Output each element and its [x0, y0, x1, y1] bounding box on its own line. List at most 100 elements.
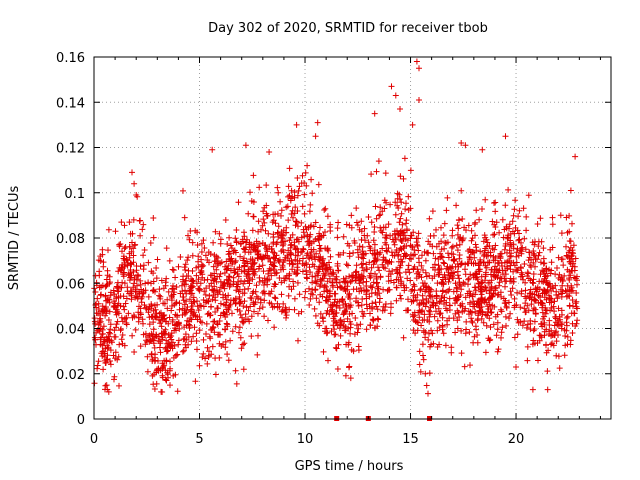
data-point: [487, 336, 494, 343]
data-point: [458, 140, 465, 146]
data-point: [429, 299, 436, 306]
data-point: [570, 242, 577, 249]
data-point: [346, 273, 353, 280]
data-point: [440, 259, 447, 266]
data-point: [563, 288, 570, 295]
data-point: [319, 293, 326, 300]
data-point: [439, 274, 446, 281]
data-point: [440, 330, 447, 337]
data-point: [368, 219, 375, 226]
data-point: [433, 226, 439, 233]
data-point: [563, 293, 570, 300]
data-point: [286, 237, 293, 244]
data-point: [368, 290, 375, 297]
data-point: [234, 306, 241, 313]
data-point: [421, 329, 427, 336]
data-point: [482, 196, 489, 203]
data-point: [402, 206, 409, 213]
data-point: [298, 308, 305, 315]
data-point: [275, 189, 282, 196]
data-point: [472, 284, 479, 291]
data-point: [276, 303, 283, 310]
data-point: [173, 327, 179, 334]
data-point: [427, 241, 433, 248]
data-point: [552, 282, 559, 289]
data-point: [151, 344, 158, 351]
data-point: [169, 285, 176, 292]
data-point: [187, 228, 194, 234]
data-point: [417, 368, 424, 375]
data-point: [484, 239, 491, 246]
data-point: [524, 343, 531, 350]
data-point: [107, 361, 114, 368]
data-point: [132, 286, 139, 293]
data-point: [172, 274, 179, 281]
data-point: [290, 278, 297, 285]
data-point: [248, 313, 255, 320]
data-point: [116, 382, 122, 389]
data-point: [256, 240, 263, 247]
data-point: [106, 273, 113, 280]
data-point: [274, 229, 281, 236]
data-point: [241, 263, 248, 270]
data-point: [409, 243, 415, 250]
data-point: [294, 252, 301, 259]
data-point: [187, 285, 194, 292]
data-point: [169, 266, 176, 273]
data-point: [222, 263, 228, 270]
data-point: [271, 280, 278, 287]
data-point: [505, 234, 512, 241]
data-point: [133, 276, 140, 283]
data-point: [391, 252, 398, 259]
data-point: [287, 234, 294, 241]
data-point: [354, 222, 361, 229]
data-point: [291, 306, 298, 313]
data-point: [490, 253, 497, 260]
data-point: [539, 300, 546, 307]
data-point: [300, 246, 307, 253]
data-point: [278, 234, 285, 241]
data-point: [358, 236, 365, 243]
data-point: [151, 386, 158, 392]
data-point: [392, 92, 399, 99]
data-point: [476, 280, 483, 287]
data-point: [123, 314, 130, 321]
data-point: [200, 262, 207, 269]
data-point: [126, 243, 133, 250]
data-point: [384, 248, 391, 255]
data-point: [294, 236, 301, 243]
data-point: [443, 289, 450, 296]
data-point: [571, 263, 578, 270]
data-point: [340, 233, 347, 240]
data-point: [494, 319, 501, 326]
data-point: [410, 327, 417, 334]
data-point: [283, 204, 290, 211]
data-point: [419, 341, 426, 348]
data-point: [183, 290, 190, 297]
data-point: [165, 320, 172, 327]
data-point: [311, 305, 318, 312]
data-point: [198, 269, 205, 275]
data-point: [506, 315, 512, 322]
data-point: [487, 271, 494, 278]
data-point: [163, 377, 170, 384]
data-point: [553, 328, 560, 335]
data-point: [322, 297, 329, 304]
data-point: [509, 218, 516, 225]
data-point: [146, 338, 153, 345]
data-point: [119, 318, 126, 325]
data-point: [241, 298, 248, 305]
data-point: [240, 303, 247, 310]
data-point: [403, 243, 410, 249]
data-point: [188, 316, 195, 323]
data-point: [458, 327, 465, 334]
data-point: [221, 279, 228, 286]
data-point: [488, 309, 495, 316]
data-point: [207, 303, 214, 310]
data-point: [516, 236, 523, 243]
data-point: [159, 336, 165, 343]
data-point: [540, 245, 547, 252]
data-point: [509, 285, 516, 292]
data-point: [427, 288, 434, 295]
data-point: [323, 287, 330, 294]
